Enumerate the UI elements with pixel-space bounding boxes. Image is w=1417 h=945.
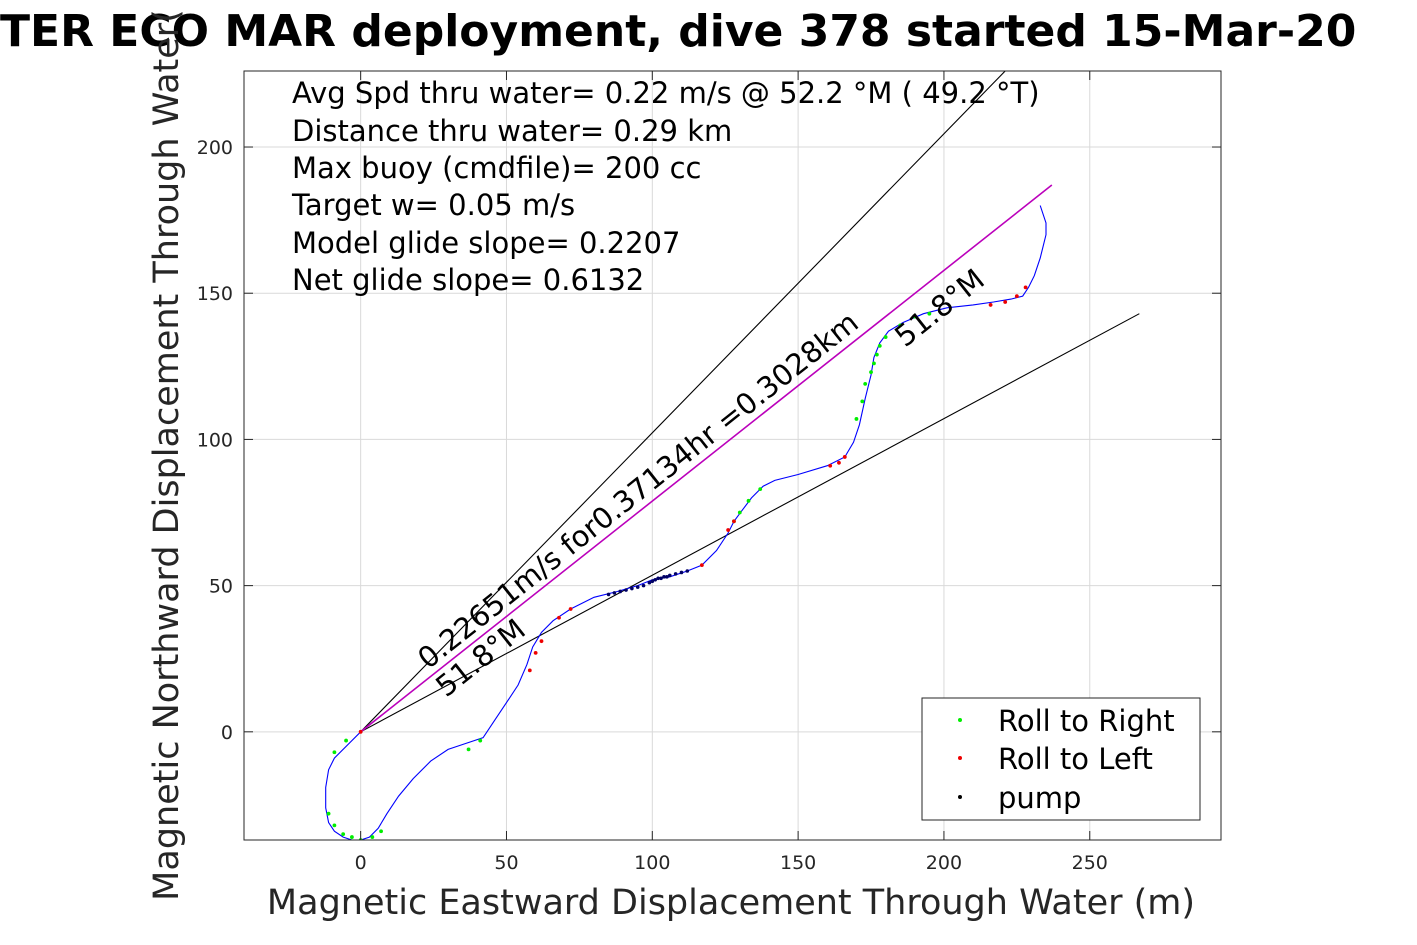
y-tick-label: 50 — [209, 576, 233, 598]
point-pump — [656, 576, 660, 581]
legend-marker-roll-right — [958, 718, 962, 722]
point-pump — [665, 575, 669, 579]
y-tick-label: 200 — [197, 137, 233, 159]
point-pump — [641, 583, 646, 588]
point-roll-to-left — [837, 460, 841, 465]
reference-line — [360, 313, 1140, 733]
point-roll-to-right — [737, 510, 742, 515]
point-pump — [667, 573, 672, 578]
point-roll-to-right — [350, 835, 354, 839]
point-roll-to-right — [860, 399, 865, 404]
point-pump — [650, 579, 655, 584]
data-points — [326, 285, 1028, 840]
x-tick-label: 150 — [780, 852, 816, 874]
stats-annotation: Avg Spd thru water= 0.22 m/s @ 52.2 °M (… — [291, 76, 1040, 297]
x-axis-label: Magnetic Eastward Displacement Through W… — [267, 883, 1195, 923]
reference-line — [360, 184, 1053, 733]
y-axis-label: Magnetic Northward Displacement Through … — [147, 9, 187, 901]
point-pump — [612, 591, 617, 595]
point-roll-to-left — [533, 650, 538, 655]
annotation-avg-speed: Avg Spd thru water= 0.22 m/s @ 52.2 °M (… — [292, 76, 1040, 110]
point-pump — [659, 576, 663, 581]
point-roll-to-right — [874, 352, 879, 357]
point-roll-to-right — [877, 343, 882, 348]
point-pump — [662, 575, 666, 579]
point-roll-to-left — [539, 639, 544, 644]
point-pump — [606, 592, 611, 597]
point-pump — [647, 580, 652, 585]
axis-ticks: 0 50 100 150 200 250 0 50 100 150 200 — [197, 71, 1221, 874]
point-roll-to-right — [379, 829, 383, 834]
legend-label-roll-left: Roll to Left — [998, 742, 1153, 776]
point-roll-to-right — [898, 323, 903, 328]
annotation-max-buoy: Max buoy (cmdfile)= 200 cc — [292, 151, 701, 185]
point-roll-to-right — [912, 314, 917, 319]
point-roll-to-right — [332, 750, 337, 755]
point-roll-to-left — [557, 615, 561, 620]
point-roll-to-left — [527, 668, 532, 673]
point-roll-to-right — [370, 835, 375, 839]
point-roll-to-right — [758, 487, 763, 492]
axes-frame — [243, 70, 1222, 841]
point-roll-to-right — [863, 381, 868, 386]
point-roll-to-right — [927, 311, 932, 316]
point-pump — [685, 569, 690, 573]
annotation-model-glide: Model glide slope= 0.2207 — [292, 226, 680, 260]
point-pump — [679, 570, 684, 575]
point-roll-to-left — [828, 463, 833, 468]
legend-marker-roll-left — [958, 756, 962, 760]
point-roll-to-left — [842, 455, 847, 459]
legend-label-roll-right: Roll to Right — [998, 704, 1175, 738]
point-roll-to-right — [854, 417, 859, 421]
y-tick-label: 100 — [197, 429, 233, 451]
point-pump — [624, 588, 628, 592]
legend-marker-pump — [958, 795, 962, 799]
point-roll-to-right — [872, 361, 876, 366]
point-pump — [635, 585, 640, 589]
point-pump — [618, 589, 623, 594]
y-tick-label: 150 — [197, 283, 233, 305]
chart-title: TER ECO MAR deployment, dive 378 started… — [0, 6, 1356, 57]
x-tick-label: 250 — [1072, 852, 1108, 874]
point-roll-to-left — [1014, 294, 1019, 299]
point-roll-to-right — [332, 823, 337, 828]
point-roll-to-left — [988, 303, 993, 307]
x-tick-label: 0 — [355, 852, 367, 874]
legend-label-pump: pump — [998, 781, 1081, 815]
point-roll-to-right — [466, 747, 471, 752]
point-roll-to-right — [746, 498, 751, 503]
point-roll-to-right — [326, 811, 331, 816]
point-roll-to-left — [726, 528, 731, 532]
point-roll-to-right — [869, 370, 873, 375]
point-roll-to-left — [358, 729, 363, 734]
point-roll-to-right — [344, 738, 348, 743]
point-roll-to-left — [1023, 285, 1028, 290]
annotation-distance: Distance thru water= 0.29 km — [292, 114, 732, 148]
annotation-net-glide: Net glide slope= 0.6132 — [292, 263, 644, 297]
point-roll-to-right — [883, 335, 888, 339]
point-roll-to-right — [341, 832, 346, 837]
point-roll-to-left — [699, 563, 704, 568]
x-tick-label: 200 — [926, 852, 962, 874]
reference-line — [360, 71, 1006, 733]
point-pump — [630, 586, 634, 591]
legend-box — [921, 697, 1201, 821]
y-tick-label: 0 — [221, 722, 233, 744]
x-tick-label: 50 — [494, 852, 518, 874]
reference-lines — [360, 71, 1140, 733]
grid-lines — [244, 71, 1221, 840]
point-roll-to-right — [478, 738, 483, 743]
annotation-target-w: Target w= 0.05 m/s — [291, 188, 575, 222]
point-pump — [673, 572, 678, 576]
point-roll-to-left — [1003, 300, 1008, 304]
point-roll-to-left — [568, 607, 573, 611]
legend: Roll to Right Roll to Left pump — [921, 697, 1201, 821]
point-pump — [653, 577, 658, 582]
point-roll-to-left — [732, 519, 736, 524]
x-tick-label: 100 — [634, 852, 670, 874]
